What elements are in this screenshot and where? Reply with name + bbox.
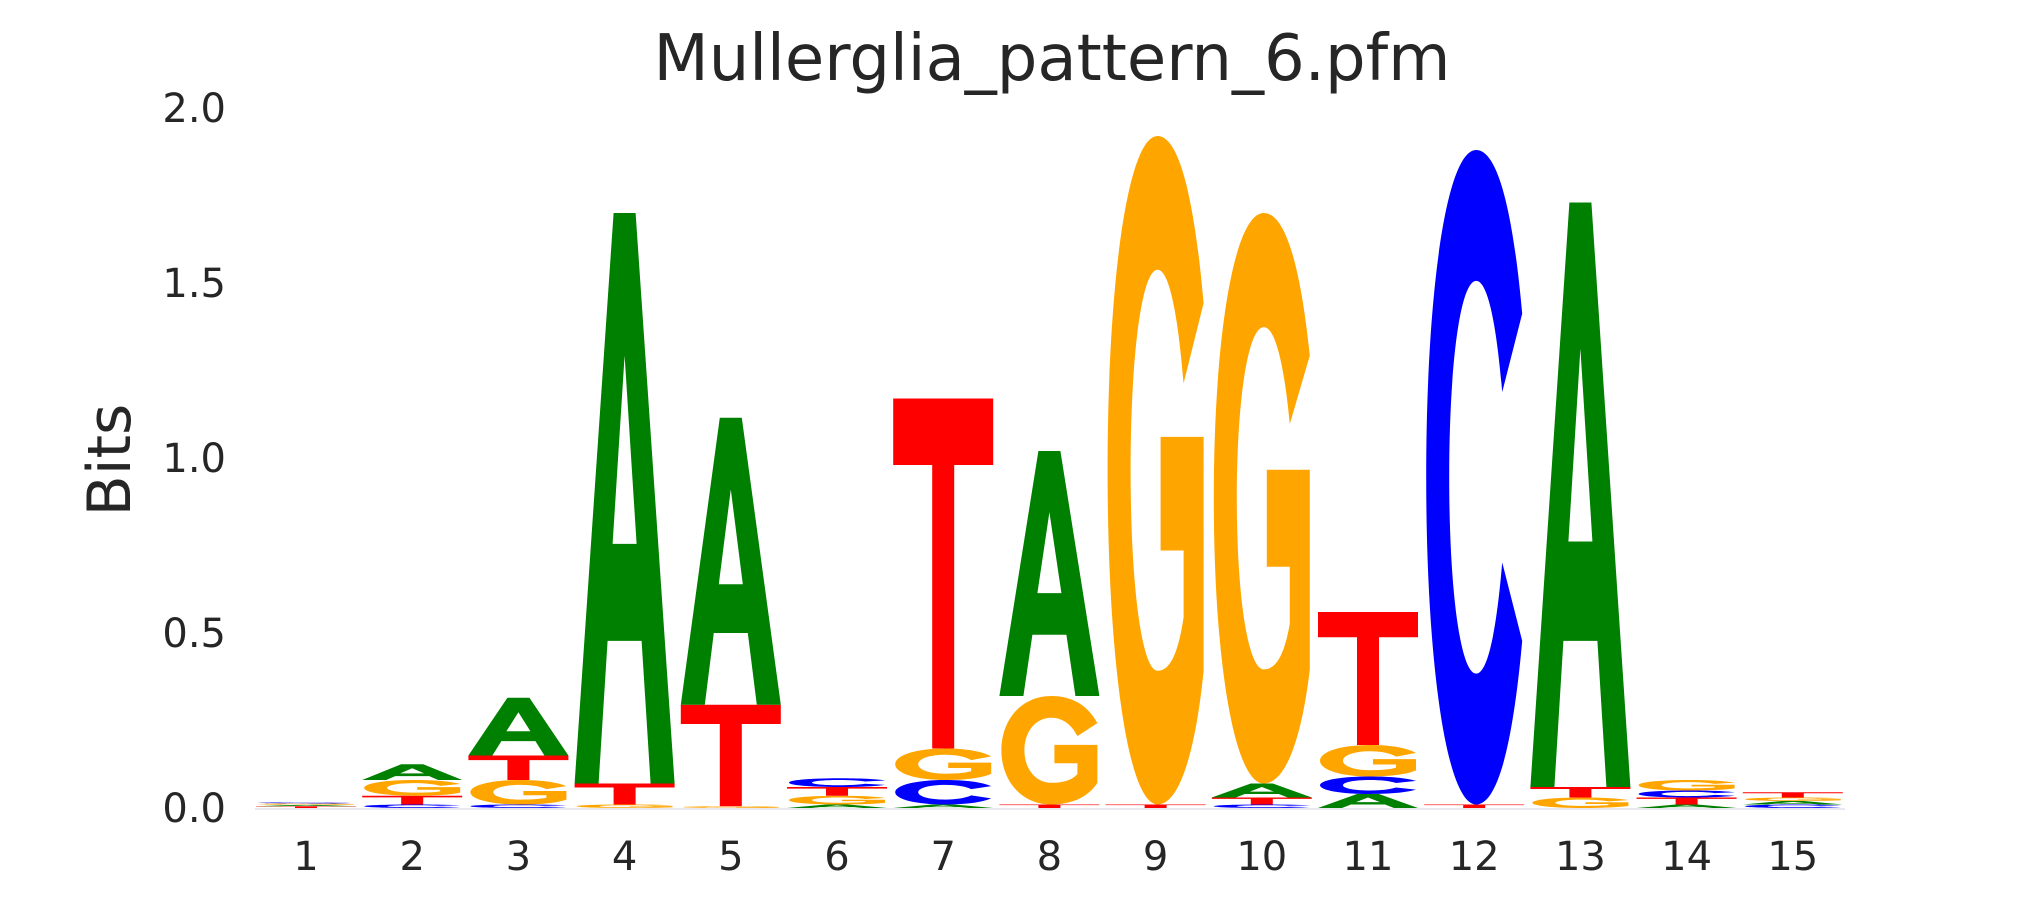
y-axis-label: Bits <box>75 404 145 517</box>
chart-title: Mullerglia_pattern_6.pfm <box>653 22 1450 96</box>
logo-letter-t <box>1424 804 1525 808</box>
logo-letter-g <box>1638 780 1735 791</box>
x-tick-label: 9 <box>1143 834 1168 880</box>
x-tick-label: 10 <box>1236 834 1287 880</box>
logo-letter-t <box>1211 797 1312 805</box>
logo-letter-c <box>258 802 354 804</box>
logo-letter-t <box>787 787 887 796</box>
y-axis-ticks: 0.0 0.5 1.0 1.5 2.0 <box>162 86 226 832</box>
logo-letter-t <box>574 783 675 805</box>
x-tick-label: 1 <box>293 834 318 880</box>
logo-letter-c <box>789 778 885 787</box>
x-tick-label: 4 <box>612 834 637 880</box>
logo-letter-g <box>470 780 567 805</box>
logo-letter-c <box>1320 776 1416 794</box>
x-tick-label: 12 <box>1449 834 1500 880</box>
x-tick-label: 15 <box>1767 834 1818 880</box>
logo-letter-t <box>1636 797 1737 805</box>
logo-letter-g <box>1001 696 1098 805</box>
logo-letter-g <box>1320 745 1416 777</box>
logo-letter-t <box>1742 792 1843 798</box>
y-tick-label: 1.5 <box>162 261 226 307</box>
logo-letter-g <box>576 804 673 808</box>
logo-letter-a <box>893 804 994 808</box>
logo-letter-c <box>364 804 461 808</box>
logo-letter-c <box>895 780 992 805</box>
x-tick-label: 6 <box>824 834 849 880</box>
logo-letter-c <box>1744 804 1841 808</box>
logo-letter-c <box>1638 790 1735 798</box>
x-tick-label: 8 <box>1037 834 1062 880</box>
x-tick-label: 3 <box>506 834 531 880</box>
x-tick-label: 5 <box>718 834 743 880</box>
x-tick-label: 14 <box>1661 834 1712 880</box>
logo-letter-c <box>470 804 567 808</box>
logo-letter-g <box>1213 213 1310 784</box>
logo-letter-a <box>1211 783 1312 798</box>
y-tick-label: 0.5 <box>162 611 226 657</box>
logo-letter-a <box>1742 801 1843 805</box>
y-tick-label: 0.0 <box>162 786 226 832</box>
logo-letter-g <box>895 748 992 780</box>
x-tick-label: 13 <box>1555 834 1606 880</box>
logo-letter-a <box>999 451 1100 696</box>
x-tick-label: 7 <box>930 834 955 880</box>
logo-letter-g <box>682 806 779 808</box>
logo-letter-c <box>1426 150 1523 805</box>
logo-stacks <box>256 136 1843 808</box>
logo-letter-g <box>1107 136 1204 805</box>
x-tick-label: 11 <box>1343 834 1394 880</box>
logo-letter-a <box>362 764 463 780</box>
logo-letter-t <box>468 755 569 780</box>
x-tick-label: 2 <box>399 834 424 880</box>
logo-letter-a <box>468 697 569 756</box>
logo-letter-t <box>1318 612 1418 745</box>
logo-letter-a <box>256 804 356 807</box>
logo-letter-t <box>680 704 781 807</box>
logo-letter-a <box>787 804 887 808</box>
y-tick-label: 1.0 <box>162 436 226 482</box>
logo-letter-g <box>364 780 461 796</box>
logo-letter-g <box>258 803 354 805</box>
logo-letter-g <box>1744 797 1841 801</box>
logo-letter-c <box>1213 804 1310 808</box>
logo-letter-g <box>1532 797 1629 808</box>
logo-letter-a <box>1636 804 1737 808</box>
logo-letter-a <box>574 213 675 784</box>
logo-letter-a <box>1530 202 1631 787</box>
x-axis-ticks: 1 2 3 4 5 6 7 8 9 10 11 12 13 14 15 <box>293 834 1818 880</box>
logo-letter-t <box>1105 804 1206 808</box>
logo-letter-a <box>1318 794 1418 808</box>
logo-letter-t <box>893 398 994 749</box>
logo-letter-t <box>362 795 463 805</box>
y-tick-label: 2.0 <box>162 86 226 132</box>
logo-letter-t <box>1530 787 1631 798</box>
logo-letter-t <box>256 806 356 808</box>
logo-letter-g <box>789 795 885 805</box>
logo-letter-a <box>680 417 781 705</box>
logo-letter-t <box>999 804 1100 808</box>
